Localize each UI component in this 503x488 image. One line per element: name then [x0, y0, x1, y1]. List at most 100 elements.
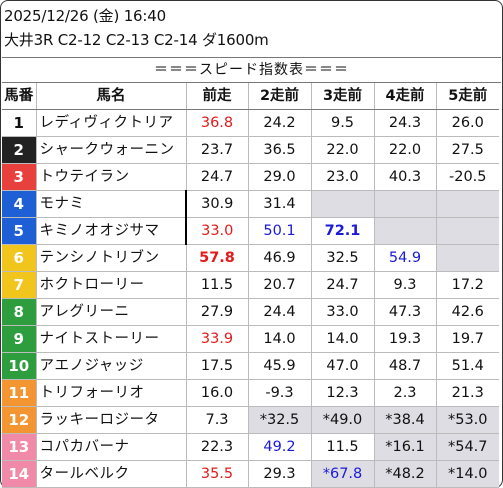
speed-index-cell: 32.5 — [310, 244, 374, 272]
speed-index-cell: *32.5 — [247, 406, 311, 434]
speed-index-cell: 29.3 — [247, 460, 311, 488]
table-row: 3 トウテイラン 24.7 29.0 23.0 40.3 -20.5 — [2, 163, 499, 191]
speed-index-cell: 47.3 — [373, 298, 436, 326]
speed-index-cell: 31.4 — [247, 190, 311, 218]
speed-index-cell: 11.5 — [185, 271, 248, 299]
col-header-2nd: 2走前 — [247, 83, 311, 110]
speed-index-cell: 2.3 — [373, 379, 436, 407]
speed-index-cell: 33.9 — [185, 325, 248, 353]
speed-index-cell: 7.3 — [185, 406, 248, 434]
horse-number-badge: 12 — [2, 406, 36, 434]
horse-name: アエノジャッジ — [35, 352, 186, 380]
speed-index-cell: 19.3 — [373, 325, 436, 353]
horse-name: モナミ — [35, 190, 186, 218]
horse-number-badge: 7 — [2, 271, 36, 299]
speed-index-cell: 33.0 — [310, 298, 374, 326]
horse-name: トリフォーリオ — [35, 379, 186, 407]
speed-index-cell: *67.8 — [310, 460, 374, 488]
horse-number-badge: 9 — [2, 325, 36, 353]
table-row: 6 テンシノトリブン 57.8 46.9 32.5 54.9 — [2, 244, 499, 272]
speed-index-cell: 48.7 — [373, 352, 436, 380]
speed-index-cell: 17.5 — [185, 352, 248, 380]
horse-name: シャークウォーニン — [35, 136, 186, 164]
table-row: 10 アエノジャッジ 17.5 45.9 47.0 48.7 51.4 — [2, 352, 499, 380]
speed-index-cell: 14.0 — [310, 325, 374, 353]
table-row: 13 コパカバーナ 22.3 49.2 11.5 *16.1 *54.7 — [2, 433, 499, 461]
speed-index-cell: *48.2 — [373, 460, 436, 488]
speed-index-cell: 22.0 — [373, 136, 436, 164]
table-row: 5 キミノオオジサマ 33.0 50.1 72.1 — [2, 217, 499, 245]
speed-index-cell — [435, 190, 499, 218]
horse-number-badge: 3 — [2, 163, 36, 191]
horse-name: ホクトローリー — [35, 271, 186, 299]
table-row: 7 ホクトローリー 11.5 20.7 24.7 9.3 17.2 — [2, 271, 499, 299]
horse-name: テンシノトリブン — [35, 244, 186, 272]
speed-index-cell: 9.3 — [373, 271, 436, 299]
speed-index-cell: *38.4 — [373, 406, 436, 434]
speed-index-cell: 16.0 — [185, 379, 248, 407]
horse-number-badge: 8 — [2, 298, 36, 326]
speed-index-cell: *53.0 — [435, 406, 499, 434]
col-header-last: 前走 — [185, 83, 248, 110]
horse-name: ラッキーロジータ — [35, 406, 186, 434]
speed-index-cell: 23.7 — [185, 136, 248, 164]
speed-index-cell: 47.0 — [310, 352, 374, 380]
speed-index-cell: 35.5 — [185, 460, 248, 488]
speed-index-cell: -20.5 — [435, 163, 499, 191]
speed-index-cell: 46.9 — [247, 244, 311, 272]
speed-index-cell: *14.0 — [435, 460, 499, 488]
horse-name: トウテイラン — [35, 163, 186, 191]
speed-index-cell: 33.0 — [185, 217, 248, 245]
horse-number-badge: 1 — [2, 109, 36, 137]
table-banner: ＝＝＝スピード指数表＝＝＝ — [2, 57, 501, 83]
speed-index-cell: 29.0 — [247, 163, 311, 191]
speed-index-cell: 57.8 — [185, 244, 248, 272]
horse-number-badge: 14 — [2, 460, 36, 488]
horse-name: タールベルク — [35, 460, 186, 488]
table-row: 1 レディヴィクトリア 36.8 24.2 9.5 24.3 26.0 — [2, 109, 499, 137]
speed-index-cell — [310, 190, 374, 218]
speed-index-cell — [435, 244, 499, 272]
horse-number-badge: 11 — [2, 379, 36, 407]
speed-index-cell: 24.2 — [247, 109, 311, 137]
speed-index-cell: 30.9 — [185, 190, 248, 218]
col-header-4th: 4走前 — [373, 83, 436, 110]
horse-name: アレグリーニ — [35, 298, 186, 326]
horse-number-badge: 10 — [2, 352, 36, 380]
speed-index-cell: 24.4 — [247, 298, 311, 326]
speed-index-cell: 12.3 — [310, 379, 374, 407]
speed-index-cell: *16.1 — [373, 433, 436, 461]
table-row: 9 ナイトストーリー 33.9 14.0 14.0 19.3 19.7 — [2, 325, 499, 353]
col-header-5th: 5走前 — [435, 83, 499, 110]
speed-index-cell — [435, 217, 499, 245]
speed-index-cell: 14.0 — [247, 325, 311, 353]
col-header-name: 馬名 — [35, 83, 186, 110]
speed-index-cell: 20.7 — [247, 271, 311, 299]
speed-index-cell: 49.2 — [247, 433, 311, 461]
speed-index-cell: 42.6 — [435, 298, 499, 326]
speed-index-cell: 24.7 — [310, 271, 374, 299]
table-row: 12 ラッキーロジータ 7.3 *32.5 *49.0 *38.4 *53.0 — [2, 406, 499, 434]
speed-index-cell: 36.5 — [247, 136, 311, 164]
horse-number-badge: 13 — [2, 433, 36, 461]
speed-index-cell: 72.1 — [310, 217, 374, 245]
speed-index-cell: 17.2 — [435, 271, 499, 299]
header-row: 馬番 馬名 前走 2走前 3走前 4走前 5走前 — [2, 83, 499, 110]
speed-index-cell: -9.3 — [247, 379, 311, 407]
col-header-number: 馬番 — [2, 83, 36, 110]
horse-name: レディヴィクトリア — [35, 109, 186, 137]
speed-index-cell: *54.7 — [435, 433, 499, 461]
horse-name: ナイトストーリー — [35, 325, 186, 353]
speed-index-cell — [373, 217, 436, 245]
speed-index-cell: 51.4 — [435, 352, 499, 380]
speed-index-cell: 27.9 — [185, 298, 248, 326]
speed-index-cell: 19.7 — [435, 325, 499, 353]
horse-number-badge: 6 — [2, 244, 36, 272]
horse-name: コパカバーナ — [35, 433, 186, 461]
speed-index-cell: 54.9 — [373, 244, 436, 272]
speed-index-cell: *49.0 — [310, 406, 374, 434]
table-row: 4 モナミ 30.9 31.4 — [2, 190, 499, 218]
horse-number-badge: 4 — [2, 190, 36, 218]
horse-number-badge: 5 — [2, 217, 36, 245]
speed-index-cell — [373, 190, 436, 218]
